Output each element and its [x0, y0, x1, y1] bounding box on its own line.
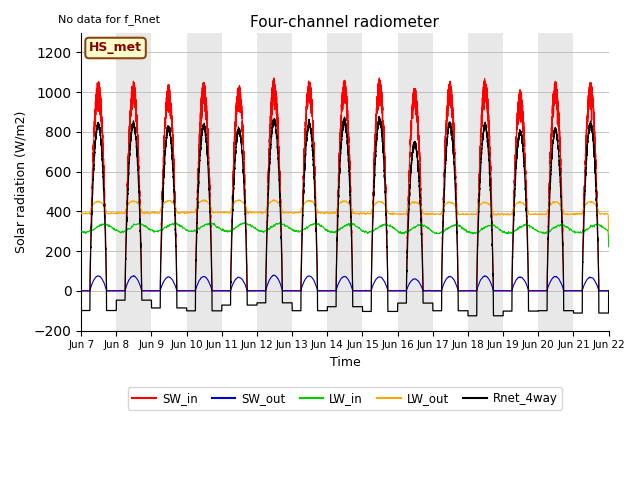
Legend: SW_in, SW_out, LW_in, LW_out, Rnet_4way: SW_in, SW_out, LW_in, LW_out, Rnet_4way: [127, 387, 562, 409]
Bar: [538, 33, 573, 331]
Bar: [222, 33, 257, 331]
X-axis label: Time: Time: [330, 356, 360, 369]
Title: Four-channel radiometer: Four-channel radiometer: [250, 15, 439, 30]
Bar: [292, 33, 327, 331]
Bar: [81, 33, 116, 331]
Bar: [503, 33, 538, 331]
Bar: [187, 33, 222, 331]
Bar: [257, 33, 292, 331]
Bar: [468, 33, 503, 331]
Bar: [573, 33, 609, 331]
Bar: [397, 33, 433, 331]
Bar: [116, 33, 152, 331]
Bar: [362, 33, 397, 331]
Bar: [152, 33, 187, 331]
Text: No data for f_Rnet: No data for f_Rnet: [58, 14, 159, 25]
Y-axis label: Solar radiation (W/m2): Solar radiation (W/m2): [15, 110, 28, 253]
Bar: [327, 33, 362, 331]
Bar: [433, 33, 468, 331]
Text: HS_met: HS_met: [89, 41, 142, 55]
